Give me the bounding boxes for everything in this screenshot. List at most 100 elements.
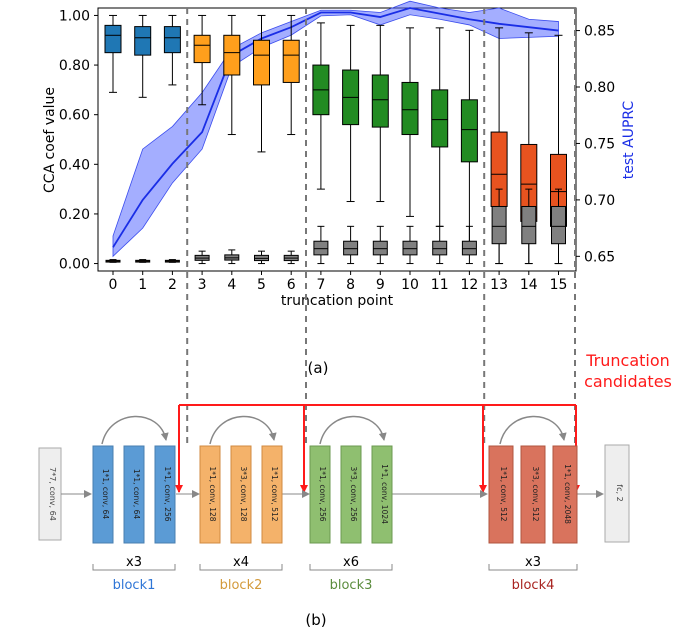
plot-frame [97,7,577,272]
lower-box-iqr-box [343,240,359,256]
block3-layer-3 [371,445,393,544]
upper-box-iqr-box [253,39,270,86]
upper-box-8 [342,24,360,203]
x-tick-label: 0 [109,277,118,293]
lower-box-7 [313,225,329,265]
lower-box-iqr-box [491,205,507,245]
block4-layer-1 [488,445,514,544]
block1-layer-1-label: 1*1, conv, 64 [101,469,110,520]
y-tick-label: 0.80 [59,58,90,74]
lower-box-iqr-box [432,240,448,256]
lower-box-2 [164,259,180,263]
block2: 1*1, conv, 128 3*3, conv, 128 1*1, conv,… [199,415,283,593]
lower-box-3 [194,250,210,265]
block4-layer-1-label: 1*1, conv, 512 [499,466,508,521]
block4-layer-3 [552,445,578,544]
caption-a: (a) [308,359,329,377]
x-tick-label: 1 [138,277,147,293]
upper-box-iqr-box [371,74,389,128]
y-tick-label: 0.00 [59,257,90,273]
cca-boxes-lower [105,188,566,265]
x-tick-label: 13 [490,277,508,293]
y2-tick-label: 0.65 [584,249,615,265]
y-tick-label: 0.60 [59,108,90,124]
y-axis-left: 0.00 0.20 0.40 0.60 0.80 1.00 [59,8,98,273]
output-layer-box [604,444,630,543]
block1-label: block1 [113,578,156,593]
x-tick-label: 2 [168,277,177,293]
y2-axis-label: test AUPRC [621,101,637,180]
upper-box-12 [460,29,478,247]
upper-box-1 [134,14,152,98]
lower-box-9 [372,225,388,265]
lower-box-iqr-box [402,240,418,256]
lower-box-12 [461,225,477,265]
block1: 1*1, conv, 64 1*1, conv, 64 1*1, conv, 2… [92,415,176,593]
upper-box-7 [312,22,330,190]
block2-layer-2-label: 3*3, conv, 128 [239,466,248,521]
block3-bracket [309,564,393,571]
x-tick-label: 9 [376,277,385,293]
upper-box-0 [104,14,122,93]
y-tick-label: 1.00 [59,8,90,24]
upper-box-9 [371,24,389,203]
x-axis-label: truncation point [281,293,394,309]
block2-label: block2 [220,578,263,593]
block3-layer-2-label: 3*3, conv, 256 [349,466,358,521]
block1-repeat: x3 [126,555,142,570]
x-tick-label: 14 [520,277,538,293]
y-tick-label: 0.40 [59,157,90,173]
x-tick-label: 12 [460,277,478,293]
output-layer-label: fc, 2 [615,484,624,501]
upper-box-6 [282,14,300,136]
block3: 1*1, conv, 256 3*3, conv, 256 1*1, conv,… [309,415,393,593]
block1-layer-3 [154,445,176,544]
upper-box-4 [223,14,241,136]
lower-box-6 [283,250,299,265]
block3-layer-1 [309,445,331,544]
block2-layer-2 [230,445,252,544]
lower-box-iqr-box [551,205,566,245]
block4: 1*1, conv, 512 3*3, conv, 512 1*1, conv,… [488,415,578,593]
block4-bracket [488,564,578,571]
annotation-line2: candidates [584,372,672,391]
block4-layer-3-label: 1*1, conv, 2048 [563,464,572,524]
x-tick-label: 3 [198,277,207,293]
x-tick-label: 6 [287,277,296,293]
upper-box-2 [163,14,181,86]
y-tick-label: 0.20 [59,207,90,223]
y2-tick-label: 0.80 [584,80,615,96]
block4-repeat: x3 [525,555,541,570]
lower-box-13 [491,188,507,265]
upper-box-iqr-box [401,81,419,136]
y2-tick-label: 0.70 [584,193,615,209]
block2-layer-1-label: 1*1, conv, 128 [208,466,217,521]
block1-bracket [92,564,176,571]
upper-box-3 [193,14,211,106]
block3-layer-3-label: 1*1, conv, 1024 [380,464,389,524]
upper-box-iqr-box [282,39,300,83]
upper-box-5 [253,14,270,153]
block2-bracket [199,564,283,571]
lower-box-14 [521,188,537,265]
lower-box-1 [135,259,151,263]
y2-tick-label: 0.75 [584,136,615,152]
block4-label: block4 [512,578,555,593]
lower-box-iqr-box [521,205,537,245]
block2-loop-arrow [209,415,277,445]
lower-box-5 [254,250,269,265]
block2-repeat: x4 [233,555,249,570]
lower-box-iqr-box [372,240,388,256]
block4-layer-2 [520,445,546,544]
x-tick-label: 5 [257,277,266,293]
upper-box-iqr-box [134,26,152,56]
input-layer-label: 7*7, conv, 64 [48,467,57,521]
upper-box-iqr-box [163,26,181,54]
block3-repeat: x6 [343,555,359,570]
annotation-line1: Truncation [585,351,670,370]
y-axis-label: CCA coef value [42,87,58,193]
caption-b: (b) [305,611,326,629]
x-tick-label: 15 [550,277,568,293]
